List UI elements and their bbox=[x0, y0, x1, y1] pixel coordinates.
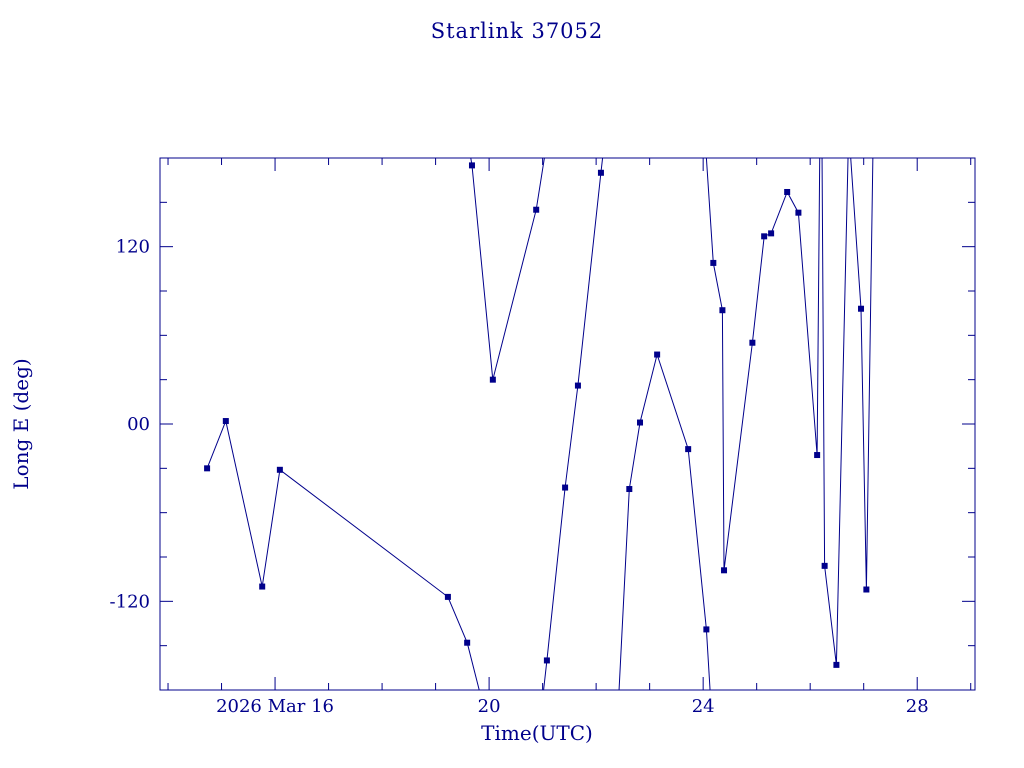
axis-tick-labels: 2026 Mar 16 20 24 28 -120 00 120 bbox=[110, 237, 929, 717]
plot-box bbox=[159, 157, 976, 691]
data-point-marker bbox=[489, 376, 496, 383]
x-tick-label: 24 bbox=[692, 696, 715, 717]
y-axis-label: Long E (deg) bbox=[9, 358, 33, 489]
data-point-marker bbox=[464, 639, 471, 646]
data-point-marker bbox=[858, 305, 865, 312]
data-point-marker bbox=[784, 188, 791, 195]
data-series bbox=[204, 158, 874, 690]
data-point-marker bbox=[597, 169, 604, 176]
data-point-marker bbox=[685, 446, 692, 453]
data-point-marker bbox=[795, 209, 802, 216]
y-tick-label: 00 bbox=[127, 414, 150, 435]
data-point-marker bbox=[761, 233, 768, 240]
data-segment-line bbox=[705, 158, 821, 571]
data-point-marker bbox=[204, 465, 211, 472]
data-point-marker bbox=[814, 452, 821, 459]
data-point-marker bbox=[710, 259, 717, 266]
data-point-marker bbox=[626, 486, 633, 493]
data-point-marker bbox=[654, 351, 661, 358]
data-point-marker bbox=[574, 382, 581, 389]
y-tick-label: -120 bbox=[110, 591, 150, 612]
data-point-marker bbox=[721, 567, 728, 574]
data-point-marker bbox=[259, 583, 266, 590]
data-point-marker bbox=[444, 593, 451, 600]
data-segment-line bbox=[821, 158, 874, 665]
data-point-marker bbox=[533, 206, 540, 213]
data-segment-line bbox=[543, 158, 604, 690]
data-point-marker bbox=[703, 626, 710, 633]
data-segment-line bbox=[206, 419, 480, 690]
data-point-marker bbox=[637, 419, 644, 426]
axis-ticks bbox=[160, 158, 975, 690]
data-point-marker bbox=[468, 162, 475, 169]
x-tick-label: 20 bbox=[478, 696, 501, 717]
data-segment-line bbox=[618, 352, 711, 690]
data-point-marker bbox=[833, 661, 840, 668]
y-tick-label: 120 bbox=[116, 237, 150, 258]
data-point-marker bbox=[562, 484, 569, 491]
plot-frame bbox=[159, 157, 976, 691]
data-point-marker bbox=[276, 466, 283, 473]
data-point-marker bbox=[821, 562, 828, 569]
data-segment-line bbox=[470, 158, 545, 380]
data-point-marker bbox=[222, 418, 229, 425]
data-point-marker bbox=[749, 339, 756, 346]
data-point-marker bbox=[768, 230, 775, 237]
chart-title: Starlink 37052 bbox=[431, 19, 604, 43]
data-point-marker bbox=[543, 657, 550, 664]
x-tick-label: 28 bbox=[906, 696, 929, 717]
data-point-marker bbox=[719, 307, 726, 314]
x-axis-label: Time(UTC) bbox=[481, 721, 593, 745]
x-tick-label: 2026 Mar 16 bbox=[216, 696, 334, 717]
data-point-marker bbox=[863, 586, 870, 593]
